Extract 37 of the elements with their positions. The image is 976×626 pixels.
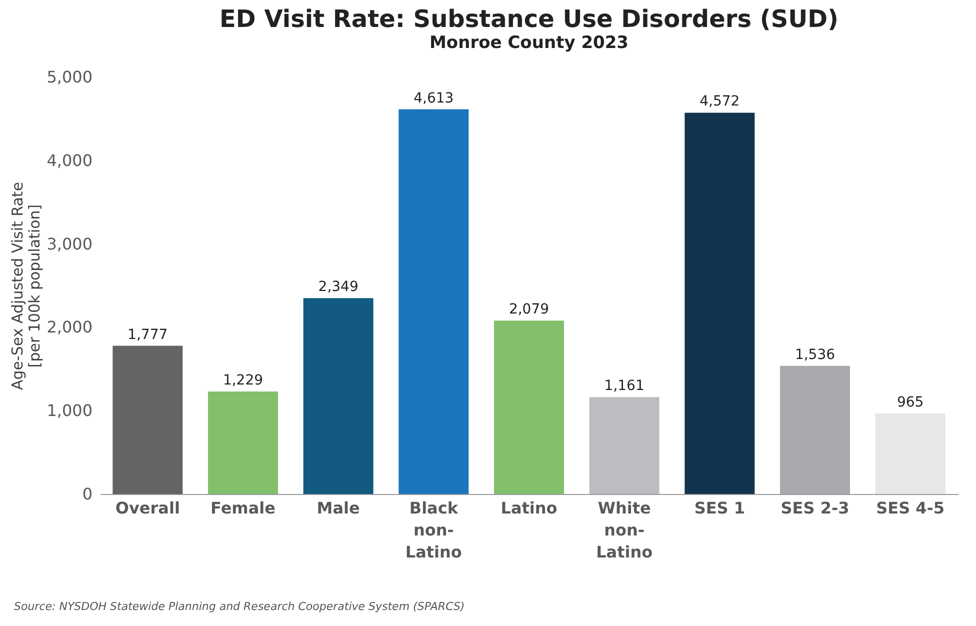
data-label: 1,777 [128, 326, 168, 343]
x-tick-label: Male [316, 498, 360, 518]
y-tick-label: 4,000 [46, 150, 92, 170]
data-label: 1,161 [604, 378, 644, 394]
data-label: 965 [896, 394, 924, 411]
bar [684, 112, 755, 494]
bar [112, 346, 183, 494]
bar [875, 414, 946, 494]
x-tick-label: Black non-Latino [405, 498, 462, 562]
y-tick-label: 5,000 [46, 68, 92, 86]
chart-title: ED Visit Rate: Substance Use Disorders (SUD) [220, 5, 838, 33]
x-tick-label: Latino [500, 498, 558, 518]
data-label: 2,079 [508, 302, 550, 318]
x-tick-label: Female [210, 498, 276, 518]
source-note: Source: NYSDOH Statewide Planning and Research Cooperative System (SPARCS) [14, 600, 465, 613]
data-label: 4,613 [414, 90, 454, 106]
x-tick-label: SES 2-3 [780, 498, 850, 518]
bar [780, 366, 850, 494]
y-tick-label: 1,000 [46, 401, 92, 420]
bar [303, 298, 374, 494]
x-tick-label: SES 4-5 [876, 498, 945, 518]
y-tick-label: 0 [82, 484, 92, 504]
data-label: 2,349 [318, 279, 358, 296]
bar [398, 109, 469, 494]
y-tick-label: 3,000 [46, 234, 92, 254]
chart-subtitle: Monroe County 2023 [429, 33, 629, 53]
x-tick-label: Overall [115, 498, 180, 518]
bar [494, 320, 564, 494]
data-label: 1,536 [794, 346, 836, 363]
x-tick-label: SES 1 [694, 498, 746, 518]
bar [589, 397, 660, 494]
data-label: 1,229 [222, 372, 264, 388]
data-label: 4,572 [700, 94, 740, 110]
y-tick-label: 2,000 [46, 318, 92, 337]
x-tick-label: White non-Latino [596, 498, 653, 562]
bar [208, 392, 278, 494]
y-axis-title: Age-Sex Adjusted Visit Rate [per 100k population] [8, 182, 44, 390]
